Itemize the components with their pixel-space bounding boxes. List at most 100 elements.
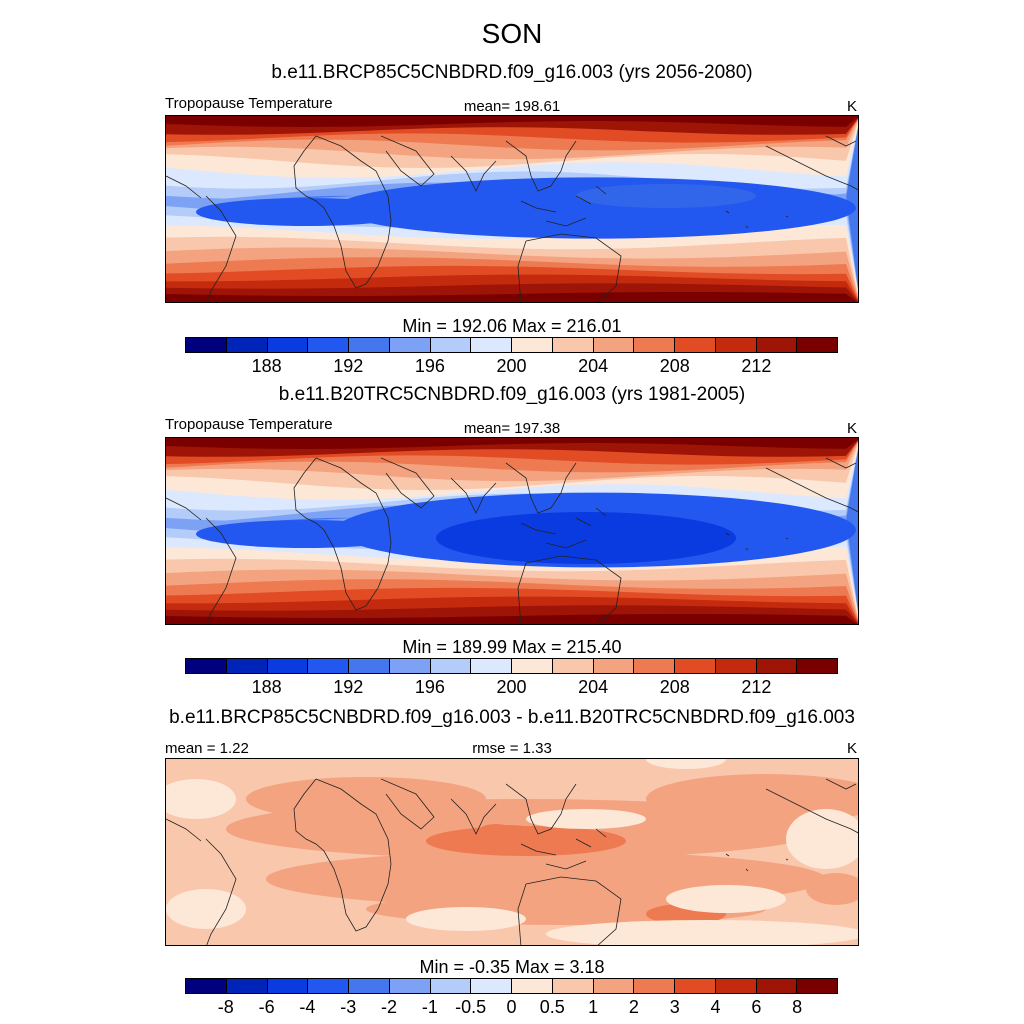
colorbar-tick-label: 212 — [741, 356, 772, 376]
colorbar-tick-label: 212 — [741, 677, 772, 697]
colorbar-tick-label: 1 — [588, 997, 599, 1017]
colorbar-swatch — [349, 979, 390, 993]
colorbar-tick-label: -4 — [299, 997, 316, 1017]
colorbar-swatch — [634, 979, 675, 993]
panel1-variable-label: Tropopause Temperature — [165, 95, 333, 112]
colorbar-swatch — [186, 338, 227, 352]
colorbar-swatch — [797, 659, 837, 673]
colorbar-tick-label: -8 — [217, 997, 234, 1017]
colorbar-tick-label: -1 — [421, 997, 438, 1017]
colorbar-swatch — [552, 659, 594, 673]
colorbar-tick-label: 196 — [414, 677, 445, 697]
panel1-map — [165, 115, 859, 303]
colorbar-swatch — [552, 338, 594, 352]
colorbar-swatch — [267, 659, 309, 673]
colorbar-swatch — [552, 979, 594, 993]
colorbar-tick-label: 0 — [506, 997, 517, 1017]
colorbar-swatch — [634, 659, 675, 673]
colorbar-swatch — [675, 659, 716, 673]
colorbar-swatch — [226, 338, 268, 352]
colorbar-swatch — [593, 979, 635, 993]
colorbar-swatch — [715, 979, 757, 993]
panel1-minmax-label: Min = 192.06 Max = 216.01 — [402, 316, 622, 336]
panel1-mean-label: mean= 198.61 — [463, 98, 561, 115]
colorbar-swatch — [226, 979, 268, 993]
colorbar-swatch — [267, 338, 309, 352]
panel3-map — [165, 758, 859, 946]
coastlines — [166, 778, 858, 945]
panel2-variable-label: Tropopause Temperature — [165, 416, 333, 433]
colorbar-swatch — [430, 659, 472, 673]
colorbar-tick-label: 6 — [751, 997, 762, 1017]
colorbar-tick-label: -0.5 — [455, 997, 487, 1017]
colorbar-swatch — [430, 979, 472, 993]
panel2-colorbar-labels: 188 192 196 200 204 208 212 — [185, 677, 838, 699]
colorbar-tick-label: 0.5 — [539, 997, 565, 1017]
colorbar-tick-label: 4 — [710, 997, 721, 1017]
colorbar-tick-label: 204 — [578, 356, 609, 376]
colorbar-tick-label: 188 — [251, 677, 282, 697]
colorbar-tick-label: 8 — [792, 997, 803, 1017]
colorbar-swatch — [675, 338, 716, 352]
panel3-units-label: K — [847, 740, 858, 757]
panel3-colorbar-labels: -8 -6 -4 -3 -2 -1 -0.5 0 0.5 1 2 3 4 6 8 — [185, 997, 838, 1019]
coastlines — [166, 135, 858, 302]
colorbar-swatch — [797, 979, 837, 993]
colorbar-swatch — [512, 338, 553, 352]
colorbar-swatch — [634, 338, 675, 352]
colorbar-swatch — [267, 979, 309, 993]
colorbar-tick-label: 3 — [669, 997, 680, 1017]
colorbar-swatch — [675, 979, 716, 993]
panel2-minmax-label: Min = 189.99 Max = 215.40 — [402, 637, 622, 657]
coastlines — [166, 457, 858, 624]
colorbar-swatch — [430, 338, 472, 352]
panel3-colorbar — [185, 978, 838, 994]
colorbar-swatch — [756, 979, 798, 993]
panel2-units-label: K — [847, 420, 858, 437]
colorbar-swatch — [349, 338, 390, 352]
panel3-minmax-label: Min = -0.35 Max = 3.18 — [419, 957, 605, 977]
colorbar-tick-label: 200 — [496, 356, 527, 376]
colorbar-tick-label: -6 — [258, 997, 275, 1017]
panel1-colorbar — [185, 337, 838, 353]
colorbar-tick-label: 208 — [659, 677, 690, 697]
colorbar-swatch — [512, 979, 553, 993]
colorbar-tick-label: 204 — [578, 677, 609, 697]
colorbar-tick-label: -3 — [340, 997, 357, 1017]
colorbar-tick-label: 208 — [659, 356, 690, 376]
colorbar-swatch — [308, 338, 349, 352]
panel1-colorbar-labels: 188 192 196 200 204 208 212 — [185, 356, 838, 378]
colorbar-swatch — [389, 979, 431, 993]
colorbar-swatch — [349, 659, 390, 673]
colorbar-tick-label: -2 — [381, 997, 398, 1017]
colorbar-swatch — [471, 338, 512, 352]
colorbar-swatch — [715, 659, 757, 673]
colorbar-tick-label: 192 — [333, 356, 364, 376]
colorbar-swatch — [471, 659, 512, 673]
colorbar-swatch — [226, 659, 268, 673]
colorbar-tick-label: 200 — [496, 677, 527, 697]
colorbar-swatch — [471, 979, 512, 993]
panel2-title: b.e11.B20TRC5CNBDRD.f09_g16.003 (yrs 198… — [278, 384, 746, 405]
colorbar-swatch — [389, 659, 431, 673]
colorbar-tick-label: 188 — [251, 356, 282, 376]
colorbar-swatch — [186, 659, 227, 673]
colorbar-swatch — [593, 338, 635, 352]
colorbar-swatch — [756, 338, 798, 352]
colorbar-tick-label: 196 — [414, 356, 445, 376]
colorbar-swatch — [389, 338, 431, 352]
panel2-mean-label: mean= 197.38 — [463, 420, 561, 437]
colorbar-swatch — [593, 659, 635, 673]
colorbar-tick-label: 192 — [333, 677, 364, 697]
colorbar-swatch — [797, 338, 837, 352]
panel2-map — [165, 437, 859, 625]
panel3-title: b.e11.BRCP85C5CNBDRD.f09_g16.003 - b.e11… — [169, 707, 855, 728]
panel1-units-label: K — [847, 98, 858, 115]
colorbar-swatch — [308, 659, 349, 673]
colorbar-swatch — [756, 659, 798, 673]
main-title: SON — [481, 18, 543, 49]
colorbar-swatch — [186, 979, 227, 993]
colorbar-swatch — [512, 659, 553, 673]
panel2-colorbar — [185, 658, 838, 674]
colorbar-tick-label: 2 — [628, 997, 639, 1017]
